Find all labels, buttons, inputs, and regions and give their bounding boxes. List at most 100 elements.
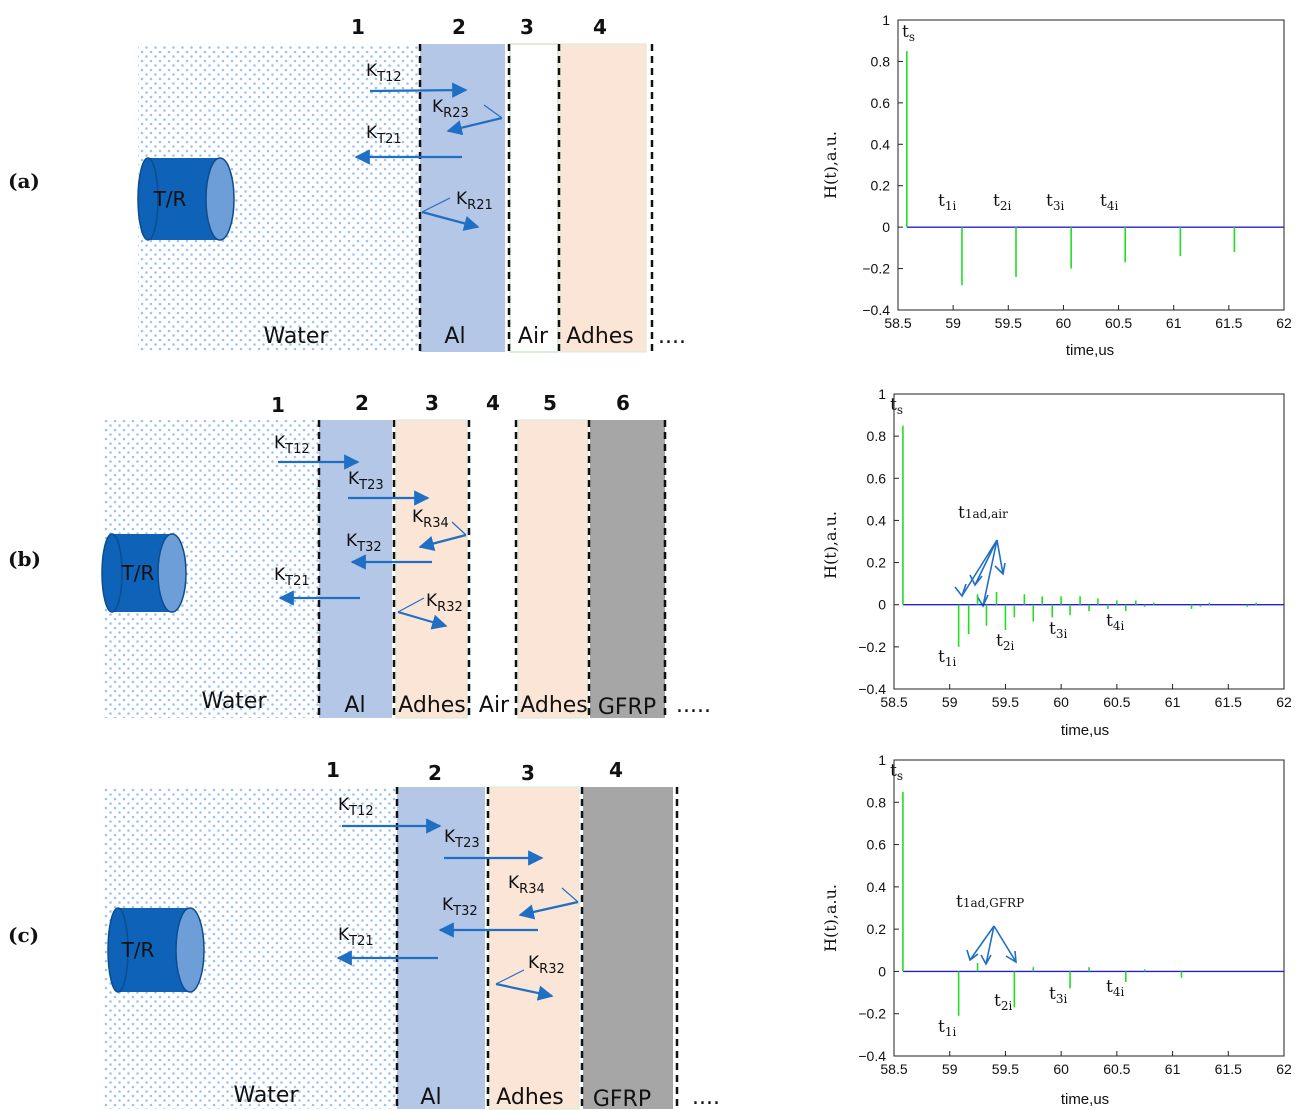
x-axis-label: time,us	[1061, 1091, 1109, 1108]
pointer-line	[483, 104, 503, 119]
plot-frame	[897, 19, 1285, 311]
coef-kr32: KR32	[426, 591, 463, 615]
x-tick-label: 58.5	[884, 315, 911, 331]
layer-number: 2	[428, 761, 442, 785]
transducer-label: T/R	[153, 187, 187, 211]
layer-number: 2	[452, 15, 466, 39]
y-tick-label: 1	[882, 12, 890, 28]
arrow-kr34	[518, 900, 579, 920]
coef-kt23: KT23	[348, 469, 384, 493]
annotation-t3i: t3i	[1046, 191, 1064, 213]
ellipsis: ....	[692, 1085, 720, 1110]
annotation-ts: ts	[890, 761, 903, 783]
chart-a: H(t),a.u. time,us ts t1i t2i t3i t4i 58.…	[821, 12, 1292, 359]
layer-label-gfrp: GFRP	[598, 695, 656, 720]
y-tick-label: 0.2	[871, 178, 891, 194]
x-tick-label: 61.5	[1215, 694, 1242, 710]
layer-number: 5	[543, 391, 557, 415]
gfrp-layer	[583, 787, 673, 1109]
y-tick-label: 0.8	[871, 53, 891, 69]
coef-kt21: KT21	[366, 123, 402, 147]
coef-kt21: KT21	[274, 565, 310, 589]
coef-kt12: KT12	[366, 61, 402, 85]
y-tick-label: 1	[878, 386, 886, 402]
coef-kt12: KT12	[338, 795, 374, 819]
layer-label-adhes: Adhes	[566, 324, 634, 349]
annotation-t1i: t1i	[938, 647, 956, 669]
pointer-line	[561, 887, 579, 903]
layer-number: 1	[271, 393, 285, 417]
layer-label-al: Al	[420, 1085, 441, 1110]
x-tick-label: 59.5	[995, 315, 1022, 331]
annotation-t2i: t2i	[996, 631, 1014, 653]
y-tick-label: 0.8	[867, 794, 887, 810]
layer-label-gfrp: GFRP	[593, 1087, 651, 1111]
y-axis-label: H(t),a.u.	[821, 884, 840, 952]
annotation-t1ad-gfrp: t1ad,GFRP	[956, 892, 1024, 912]
y-tick-label: −0.2	[862, 261, 890, 277]
y-tick-label: 0.6	[867, 470, 887, 486]
layer-number: 1	[351, 15, 365, 39]
x-tick-label: 59	[942, 1061, 958, 1077]
x-tick-label: 60.5	[1105, 315, 1132, 331]
coef-kt12: KT12	[274, 433, 310, 457]
layer-label-al: Al	[344, 693, 365, 718]
y-tick-label: −0.2	[858, 639, 886, 655]
annotation-t3i: t3i	[1049, 984, 1067, 1006]
layer-number: 1	[326, 758, 340, 782]
adhes-layer	[559, 43, 647, 353]
layer-number: 3	[521, 761, 535, 785]
pointer-arrows	[966, 925, 1017, 966]
coef-kr32: KR32	[528, 953, 565, 977]
x-tick-label: 62	[1276, 694, 1292, 710]
annotation-t4i: t4i	[1100, 191, 1118, 213]
ellipsis: ....	[658, 324, 686, 349]
pointer-line	[451, 521, 467, 536]
transducer-label: T/R	[121, 561, 155, 585]
diagram-a: 1 2 3 4 Water Al Air Adhes .... (a) T/R …	[8, 15, 686, 353]
x-tick-label: 60	[1056, 315, 1072, 331]
x-tick-label: 59	[942, 694, 958, 710]
y-tick-label: −0.2	[858, 1006, 886, 1022]
layer-number: 2	[355, 391, 369, 415]
diagram-b: 1 2 3 4 5 6 Water Al Adhes Air Adhes GFR…	[8, 391, 711, 720]
y-tick-label: −0.4	[858, 681, 886, 697]
transducer: T/R	[107, 907, 205, 993]
layer-label-air: Air	[479, 693, 510, 718]
panel-label-c: (c)	[8, 923, 39, 947]
coef-kr23: KR23	[432, 97, 469, 121]
annotation-t1i: t1i	[938, 1017, 956, 1039]
annotation-ts: ts	[902, 22, 915, 44]
x-tick-label: 62	[1276, 315, 1292, 331]
chart-b: H(t),a.u. time,us ts t1ad,air t1i t2i t3…	[821, 386, 1292, 739]
x-tick-label: 61	[1165, 1061, 1181, 1077]
coef-kt32: KT32	[442, 895, 478, 919]
transducer-label: T/R	[121, 938, 155, 962]
x-tick-label: 61.5	[1215, 1061, 1242, 1077]
annotation-t2i: t2i	[993, 191, 1011, 213]
transducer: T/R	[137, 157, 235, 241]
y-tick-label: −0.4	[858, 1048, 886, 1064]
x-axis-label: time,us	[1061, 722, 1109, 739]
arrow-kr23	[446, 116, 503, 136]
y-tick-label: 0.8	[867, 428, 887, 444]
arrow-kr32	[495, 982, 554, 1001]
x-tick-label: 60	[1053, 694, 1069, 710]
adhes-layer	[488, 786, 580, 1110]
x-tick-label: 60	[1053, 1061, 1069, 1077]
arrow-kr34	[418, 533, 467, 551]
y-tick-label: 0	[878, 597, 886, 613]
y-axis-label: H(t),a.u.	[821, 131, 840, 199]
coef-kr21: KR21	[456, 189, 493, 213]
x-tick-label: 61	[1166, 315, 1182, 331]
y-tick-label: 1	[878, 752, 886, 768]
y-tick-label: 0.2	[867, 921, 887, 937]
adhes-layer	[517, 419, 589, 719]
adhes-layer	[395, 419, 468, 719]
plot-frame	[893, 759, 1285, 1057]
chart-c: H(t),a.u. time,us ts t1ad,GFRP t1i t2i t…	[821, 752, 1292, 1108]
gfrp-layer	[590, 420, 665, 718]
annotation-t3i: t3i	[1049, 619, 1067, 641]
layer-number: 6	[616, 391, 630, 415]
x-tick-label: 61.5	[1215, 315, 1242, 331]
